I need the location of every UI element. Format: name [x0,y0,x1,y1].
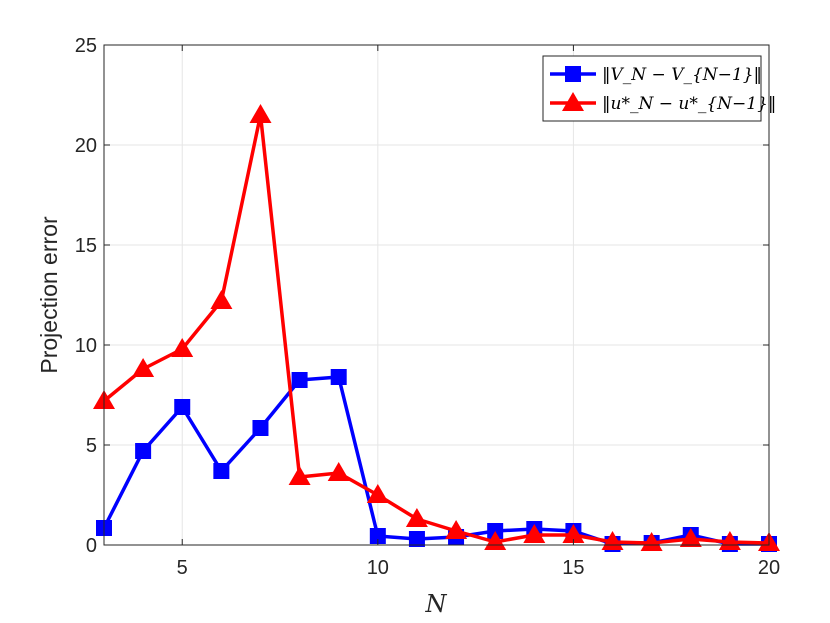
legend-marker-series-2 [562,92,584,111]
series-2-point [640,532,663,551]
series-2-point [171,338,194,357]
series-2-point [679,528,702,547]
series-layer [93,104,780,552]
ticks [104,44,770,546]
series-1-point [291,372,308,388]
series-2-point [327,462,350,481]
x-tick-label: 5 [177,557,188,579]
series-2-point [288,466,311,485]
series-2-point [523,524,546,543]
series-1-point [487,523,504,539]
y-tick-label: 20 [75,135,97,157]
series-2-point [249,104,272,123]
y-tick-label: 25 [75,35,97,57]
series-2 [93,104,780,551]
x-tick-label: 15 [562,557,584,579]
y-tick-label: 10 [75,335,97,357]
y-tick-label: 5 [86,435,97,457]
x-axis-label: N [425,590,448,618]
series-2-point [405,508,428,527]
series-2-point [562,524,585,543]
y-tick-label: 15 [75,235,97,257]
series-2-point [366,484,389,503]
y-axis-label: Projection error [36,216,62,374]
y-tick-label: 0 [86,535,97,557]
x-tick-label: 20 [758,557,780,579]
legend-label-series-2: ‖u*_N − u*_{N−1}‖ [602,94,776,114]
x-tick-label: 10 [367,557,389,579]
legend-marker-series-1 [565,66,581,82]
series-1-point [252,420,269,436]
series-1-point [408,531,425,547]
series-1-point [330,369,347,385]
legend-label-series-1: ‖V_N − V_{N−1}‖ [602,65,762,85]
series-2-point [445,520,468,539]
plot-frame [103,44,770,546]
series-1-point [174,399,191,415]
series-1-point [213,463,230,479]
tick-labels: 5 10 15 20 0 5 10 15 20 25 [75,35,780,579]
series-2-point [132,358,155,377]
legend: ‖V_N − V_{N−1}‖ ‖u*_N − u*_{N−1}‖ [542,55,776,122]
series-1-point [369,528,386,544]
series-2-point [210,290,233,309]
series-1-point [135,443,152,459]
